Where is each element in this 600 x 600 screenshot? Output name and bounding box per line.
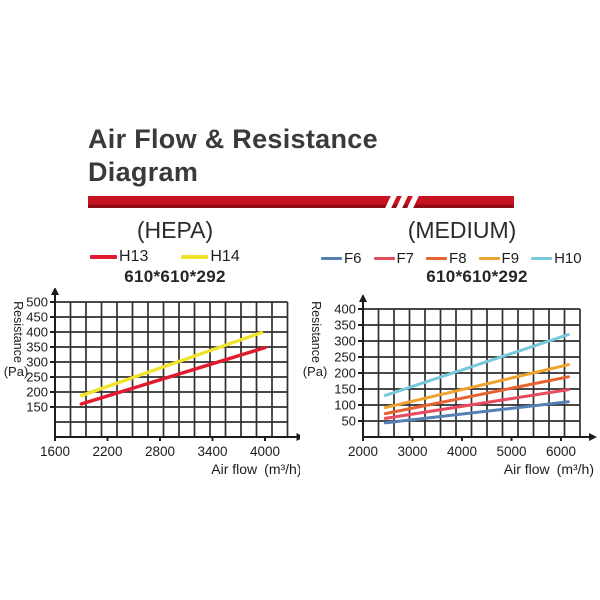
x-tick-label: 1600: [40, 444, 70, 459]
legend-swatch-F8: [426, 257, 448, 260]
y-tick-label: 500: [26, 295, 48, 310]
legend-label: H10: [554, 250, 582, 267]
legend-label: F8: [449, 250, 467, 267]
y-tick-label: 150: [334, 382, 356, 397]
y-tick-label: 300: [26, 355, 48, 370]
y-tick-label: 200: [334, 366, 356, 381]
legend-item-F8: F8: [426, 250, 467, 267]
legend-label: F9: [501, 250, 520, 267]
legend-label: H14: [210, 248, 240, 265]
y-axis-unit: (Pa): [303, 364, 328, 379]
legend-swatch-F9: [478, 257, 500, 260]
axes: [54, 294, 298, 438]
y-tick-label: 350: [26, 340, 48, 355]
x-tick-label: 3000: [397, 444, 427, 459]
series-line-F7: [383, 388, 570, 420]
series-line-F9: [383, 363, 570, 410]
x-tick-label: 6000: [546, 444, 576, 459]
legend-label: H13: [119, 248, 149, 265]
legend-item-F7: F7: [373, 250, 415, 267]
x-tick-label: 5000: [496, 444, 526, 459]
grid: [54, 301, 289, 438]
underline-slash-gap: [405, 196, 421, 208]
x-axis-title: Air flow (m³/h): [504, 461, 594, 477]
hepa-section-title: (HEPA): [136, 217, 214, 243]
legend-swatch-F6: [321, 257, 342, 260]
legend-item-H10: H10: [531, 250, 582, 267]
y-axis-title: Resistance: [309, 301, 323, 363]
legend-item-H13: H13: [90, 248, 148, 266]
medium-size-label: 610*610*292: [426, 267, 528, 286]
y-axis-unit: (Pa): [4, 364, 29, 379]
medium-legend: F6 F7 F8 F9 H10: [321, 250, 582, 267]
y-tick-label: 450: [26, 310, 48, 325]
series-line-H10: [383, 333, 570, 397]
y-axis-arrow: [51, 288, 59, 295]
legend-swatch-F7: [373, 257, 395, 260]
legend-item-H14: H14: [181, 248, 240, 266]
y-tick-label: 50: [342, 414, 356, 429]
page-title: Air Flow & Resistance Diagram: [88, 123, 378, 189]
title-underline-bar: [88, 196, 514, 208]
y-axis-arrow: [359, 294, 367, 302]
x-tick-label: 4000: [250, 444, 280, 459]
series-line-H14: [79, 330, 264, 398]
title-line-1: Air Flow & Resistance: [88, 124, 378, 154]
x-axis-arrow: [589, 433, 597, 441]
legend-swatch-H10: [531, 257, 553, 260]
x-tick-label: 2000: [348, 444, 378, 459]
series-line-F6: [383, 400, 570, 425]
y-tick-label: 350: [334, 318, 356, 333]
legend-label: F6: [344, 250, 362, 267]
y-tick-label: 250: [26, 370, 48, 385]
x-tick-label: 2800: [145, 444, 175, 459]
y-tick-label: 400: [334, 302, 356, 317]
x-axis-labels: 1600 2200 2800 3400 4000: [40, 437, 280, 459]
x-tick-label: 2200: [92, 444, 122, 459]
series-line-H13: [79, 345, 267, 406]
legend-item-F6: F6: [321, 250, 362, 267]
medium-section-title: (MEDIUM): [407, 217, 517, 243]
x-axis-arrow: [296, 433, 300, 441]
title-line-2: Diagram: [88, 157, 199, 187]
y-tick-label: 150: [26, 400, 48, 415]
x-tick-label: 3400: [197, 444, 227, 459]
y-tick-label: 250: [334, 350, 356, 365]
axes: [362, 301, 590, 438]
hepa-size-label: 610*610*292: [124, 267, 226, 286]
y-axis-title: Resistance: [11, 301, 25, 363]
y-tick-label: 200: [26, 385, 48, 400]
legend-item-F9: F9: [478, 250, 520, 267]
y-tick-label: 100: [334, 398, 356, 413]
legend-swatch-H13: [90, 255, 117, 259]
legend-swatch-H14: [181, 255, 209, 259]
x-axis-labels: 2000 3000 4000 5000 6000: [348, 437, 576, 459]
hepa-legend: H13 H14: [90, 248, 240, 266]
x-axis-title: Air flow (m³/h): [211, 461, 300, 477]
y-tick-label: 400: [26, 325, 48, 340]
legend-label: F7: [396, 250, 415, 267]
y-tick-label: 300: [334, 334, 356, 349]
x-tick-label: 4000: [447, 444, 477, 459]
series-line-F8: [383, 375, 570, 416]
